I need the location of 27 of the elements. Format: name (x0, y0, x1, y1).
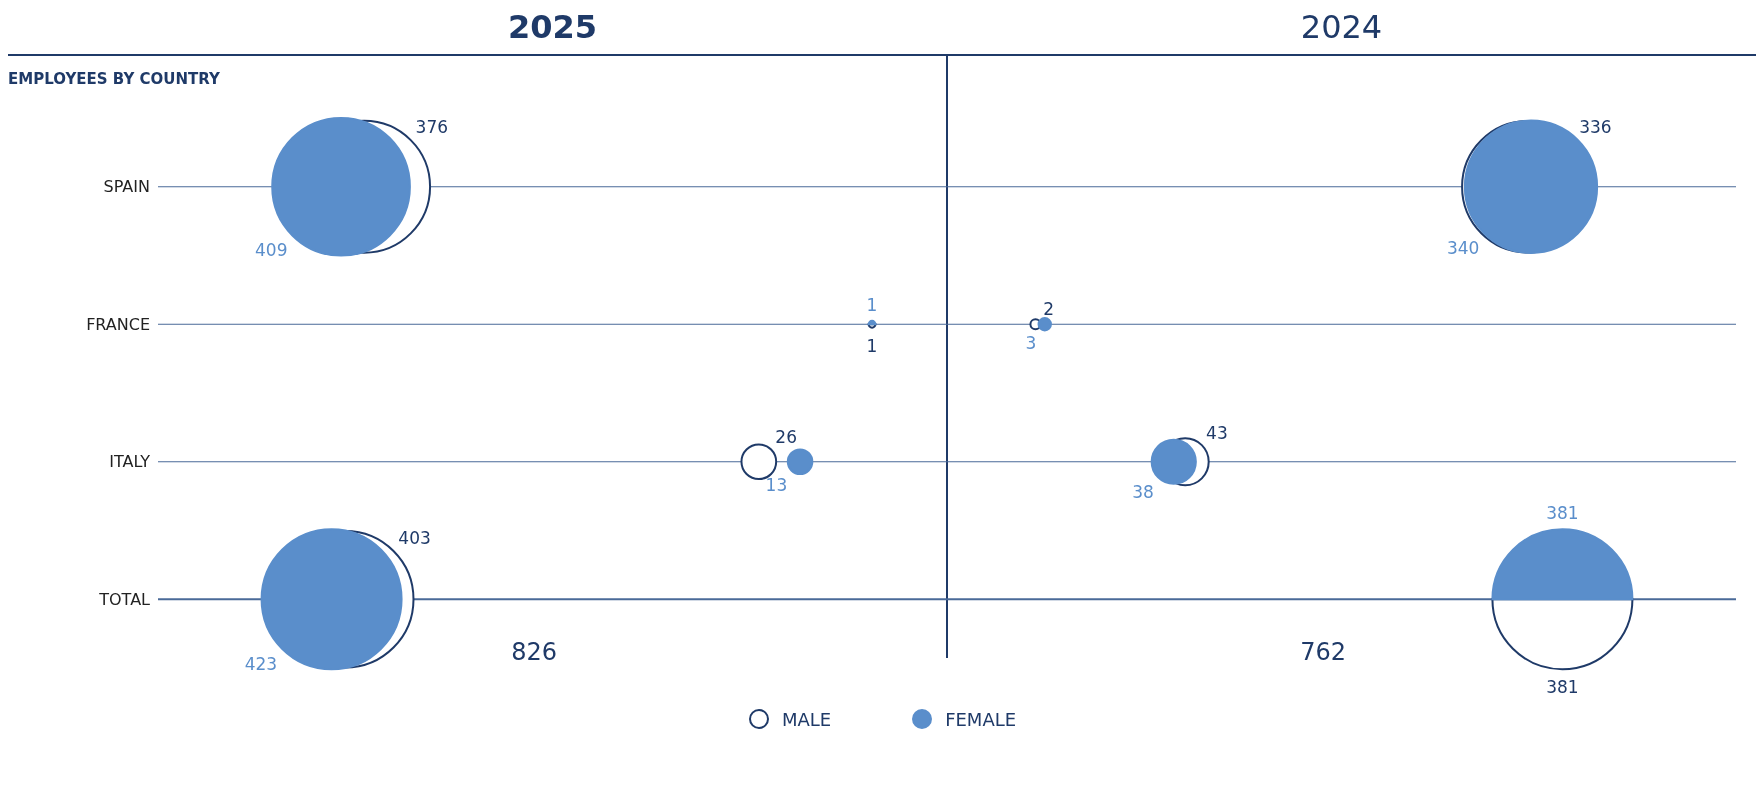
category-label: ITALY (109, 452, 151, 472)
text: EMPLOYEES BY COUNTRY (8, 70, 220, 88)
category-label: SPAIN (103, 177, 150, 197)
data-label: 1 (866, 294, 878, 315)
legend-label: FEMALE (945, 708, 1017, 730)
data-label: 1 (866, 335, 878, 356)
data-label: 381 (1546, 503, 1579, 524)
data-label: 403 (398, 528, 431, 549)
data-label: 3 (1025, 332, 1037, 353)
data-label: 340 (1446, 238, 1480, 259)
text: 2025 (506, 8, 599, 46)
data-label: 2 (1043, 298, 1054, 319)
data-label: 43 (1206, 422, 1228, 443)
category-label: FRANCE (86, 314, 150, 334)
data-label: 409 (255, 240, 288, 261)
data-label: 336 (1579, 117, 1612, 138)
data-label: 381 (1546, 677, 1579, 698)
data-label: 13 (765, 474, 788, 495)
text: 826 (505, 638, 563, 666)
data-label: 26 (775, 427, 797, 448)
data-label: 38 (1132, 481, 1154, 502)
text: 762 (1294, 638, 1352, 666)
legend-label: MALE (781, 708, 832, 730)
data-label: 376 (415, 117, 449, 138)
data-label: 423 (244, 653, 278, 674)
category-label: TOTAL (98, 589, 151, 609)
text: 2024 (1299, 8, 1384, 46)
